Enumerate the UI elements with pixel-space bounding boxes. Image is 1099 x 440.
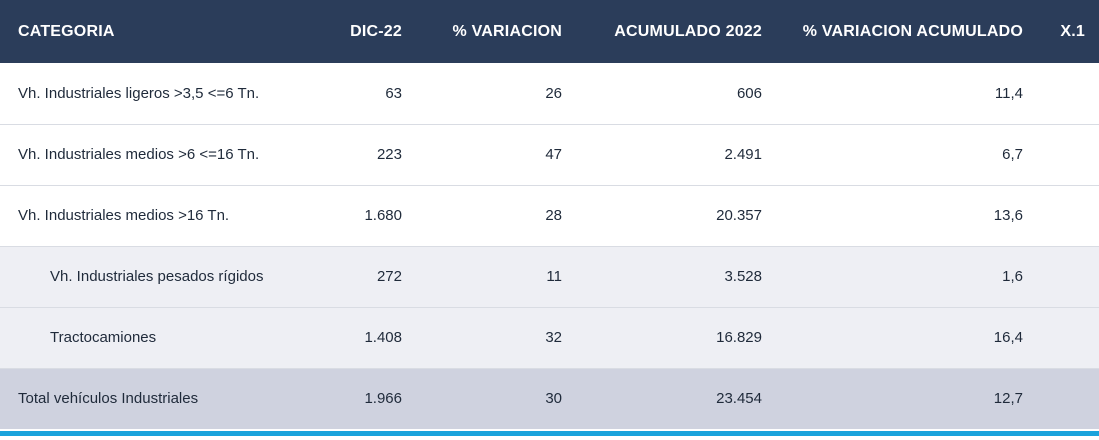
cell-acumulado: 3.528 — [576, 246, 776, 308]
table-bottom-accent-line — [0, 431, 1099, 436]
cell-x1 — [1037, 368, 1099, 429]
cell-variacion: 28 — [416, 185, 576, 247]
col-header-x1: X.1 — [1060, 22, 1085, 40]
cell-categoria: Total vehículos Industriales — [18, 390, 199, 408]
cell-variacion: 30 — [545, 390, 562, 408]
col-header-dic22: DIC-22 — [350, 22, 402, 40]
cell-variacion: 32 — [416, 307, 576, 369]
cell-acumulado: 23.454 — [716, 390, 762, 408]
cell-categoria: Tractocamiones — [0, 307, 286, 369]
col-header-categoria: CATEGORIA — [18, 22, 115, 40]
cell-variacion: 47 — [416, 124, 576, 186]
cell-categoria: Vh. Industriales medios >16 Tn. — [0, 185, 286, 247]
cell-variacion-acumulado: 11,4 — [776, 63, 1037, 125]
cell-dic22: 1.680 — [286, 185, 416, 247]
cell-variacion-acumulado: 16,4 — [776, 307, 1037, 369]
cell-dic22: 223 — [286, 124, 416, 186]
cell-acumulado: 606 — [576, 63, 776, 125]
cell-variacion-acumulado: 12,7 — [993, 390, 1023, 408]
table-header-row: CATEGORIA DIC-22 % VARIACION ACUMULADO 2… — [0, 0, 1099, 63]
col-header-variacion-acumulado: % VARIACION ACUMULADO — [802, 22, 1023, 40]
col-header-acumulado: ACUMULADO 2022 — [614, 22, 762, 40]
table-row: Vh. Industriales medios >16 Tn. 1.680 28… — [0, 185, 1099, 247]
table-row: Vh. Industriales ligeros >3,5 <=6 Tn. 63… — [0, 63, 1099, 125]
cell-x1 — [1037, 246, 1099, 308]
cell-variacion-acumulado: 13,6 — [776, 185, 1037, 247]
table-row: Vh. Industriales medios >6 <=16 Tn. 223 … — [0, 124, 1099, 186]
col-header-variacion: % VARIACION — [452, 22, 562, 40]
cell-acumulado: 16.829 — [576, 307, 776, 369]
cell-x1 — [1037, 307, 1099, 369]
table-row-sub: Tractocamiones 1.408 32 16.829 16,4 — [0, 307, 1099, 369]
cell-x1 — [1037, 124, 1099, 186]
cell-dic22: 272 — [286, 246, 416, 308]
cell-dic22: 1.966 — [364, 390, 402, 408]
cell-variacion-acumulado: 1,6 — [776, 246, 1037, 308]
cell-x1 — [1037, 63, 1099, 125]
cell-x1 — [1037, 185, 1099, 247]
cell-acumulado: 2.491 — [576, 124, 776, 186]
cell-variacion: 26 — [416, 63, 576, 125]
cell-variacion: 11 — [416, 246, 576, 308]
cell-variacion-acumulado: 6,7 — [776, 124, 1037, 186]
cell-dic22: 1.408 — [286, 307, 416, 369]
cell-categoria: Vh. Industriales ligeros >3,5 <=6 Tn. — [0, 63, 286, 125]
cell-categoria: Vh. Industriales pesados rígidos — [0, 246, 286, 308]
cell-categoria: Vh. Industriales medios >6 <=16 Tn. — [0, 124, 286, 186]
table-row-total: Total vehículos Industriales 1.966 30 23… — [0, 368, 1099, 429]
table-row-sub: Vh. Industriales pesados rígidos 272 11 … — [0, 246, 1099, 308]
cell-acumulado: 20.357 — [576, 185, 776, 247]
vehicles-table: CATEGORIA DIC-22 % VARIACION ACUMULADO 2… — [0, 0, 1099, 429]
cell-dic22: 63 — [286, 63, 416, 125]
